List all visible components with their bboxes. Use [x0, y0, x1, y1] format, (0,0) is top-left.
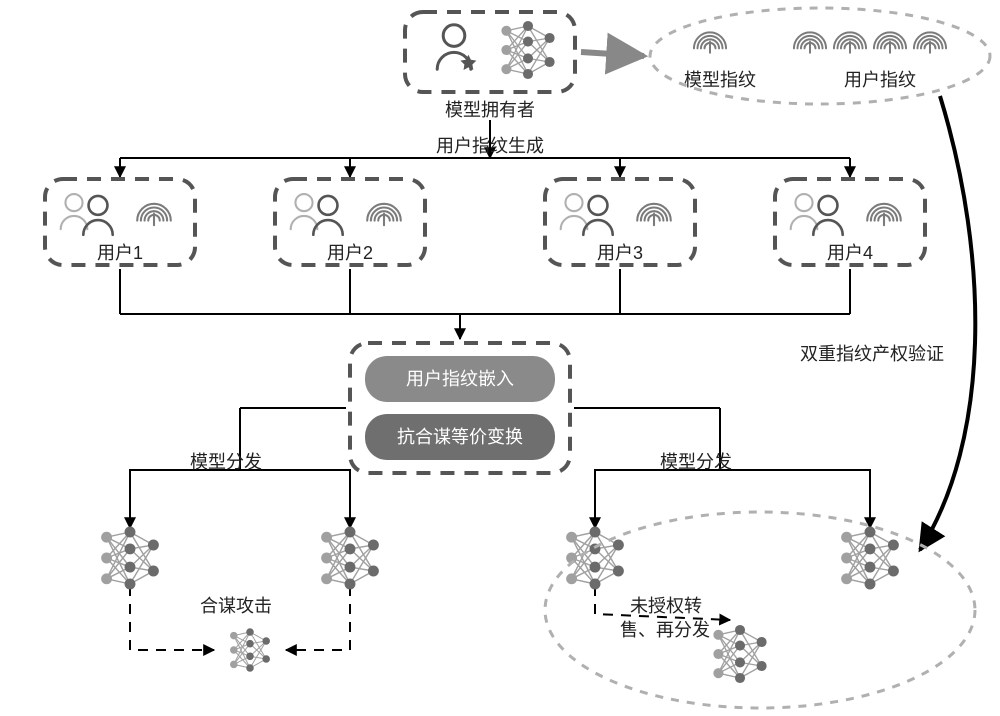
distribute-left-label: 模型分发: [190, 452, 262, 472]
user4-label: 用户4: [827, 243, 873, 263]
distribute-right-label: 模型分发: [660, 452, 732, 472]
model-owner-label: 模型拥有者: [445, 100, 535, 120]
nn-bl-a: [101, 527, 159, 590]
user-fingerprint-label: 用户指纹: [844, 70, 916, 90]
fp-generation-label: 用户指纹生成: [436, 136, 544, 156]
nn-br-c: [713, 625, 766, 683]
user-node-user2: [291, 194, 401, 235]
collusion-label: 合谋攻击: [200, 596, 272, 616]
fingerprint-group: [694, 32, 946, 52]
user3-label: 用户3: [597, 243, 643, 263]
user-node-user1: [61, 194, 171, 235]
user-node-user4: [791, 194, 901, 235]
model-fingerprint-label: 模型指纹: [684, 70, 756, 90]
dual-verify-label: 双重指纹产权验证: [800, 344, 944, 364]
nn-bl-b: [321, 527, 379, 590]
user1-label: 用户1: [97, 243, 143, 263]
user2-label: 用户2: [327, 243, 373, 263]
unauthorized-label-2: 售、再分发: [620, 620, 710, 640]
pill-resist-label: 抗合谋等价变换: [397, 427, 523, 447]
model-owner-node: [437, 21, 554, 79]
pill-embed-label: 用户指纹嵌入: [406, 369, 514, 389]
user-node-user3: [561, 194, 671, 235]
nn-br-b: [841, 527, 899, 590]
unauthorized-label-1: 未授权转: [630, 596, 702, 616]
nn-bl-c: [230, 628, 270, 672]
